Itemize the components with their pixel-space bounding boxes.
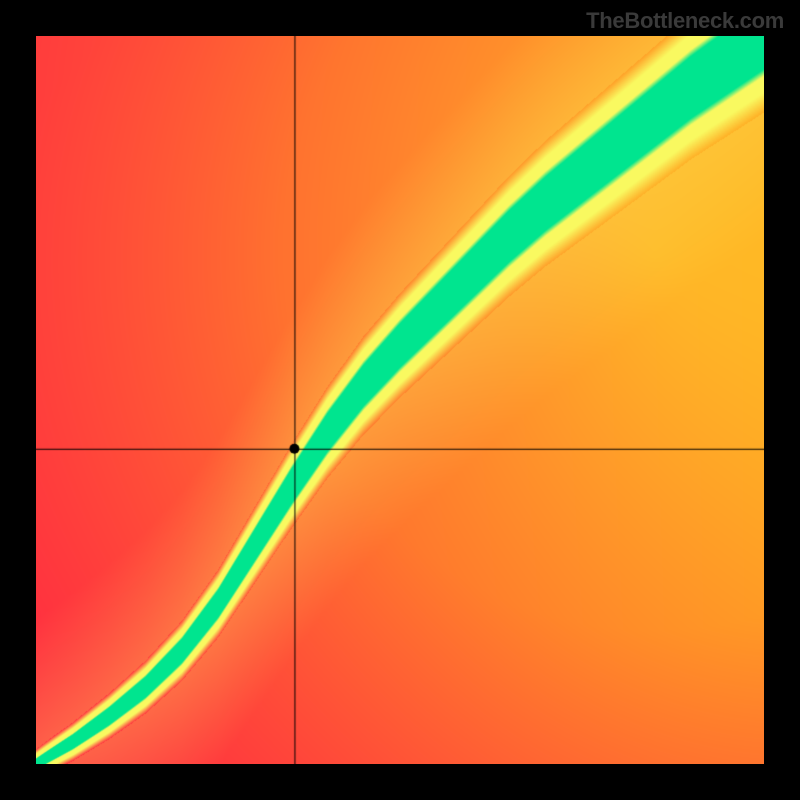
watermark-text: TheBottleneck.com [586, 8, 784, 34]
bottleneck-heatmap-canvas [36, 36, 764, 764]
bottleneck-heatmap-container [36, 36, 764, 764]
